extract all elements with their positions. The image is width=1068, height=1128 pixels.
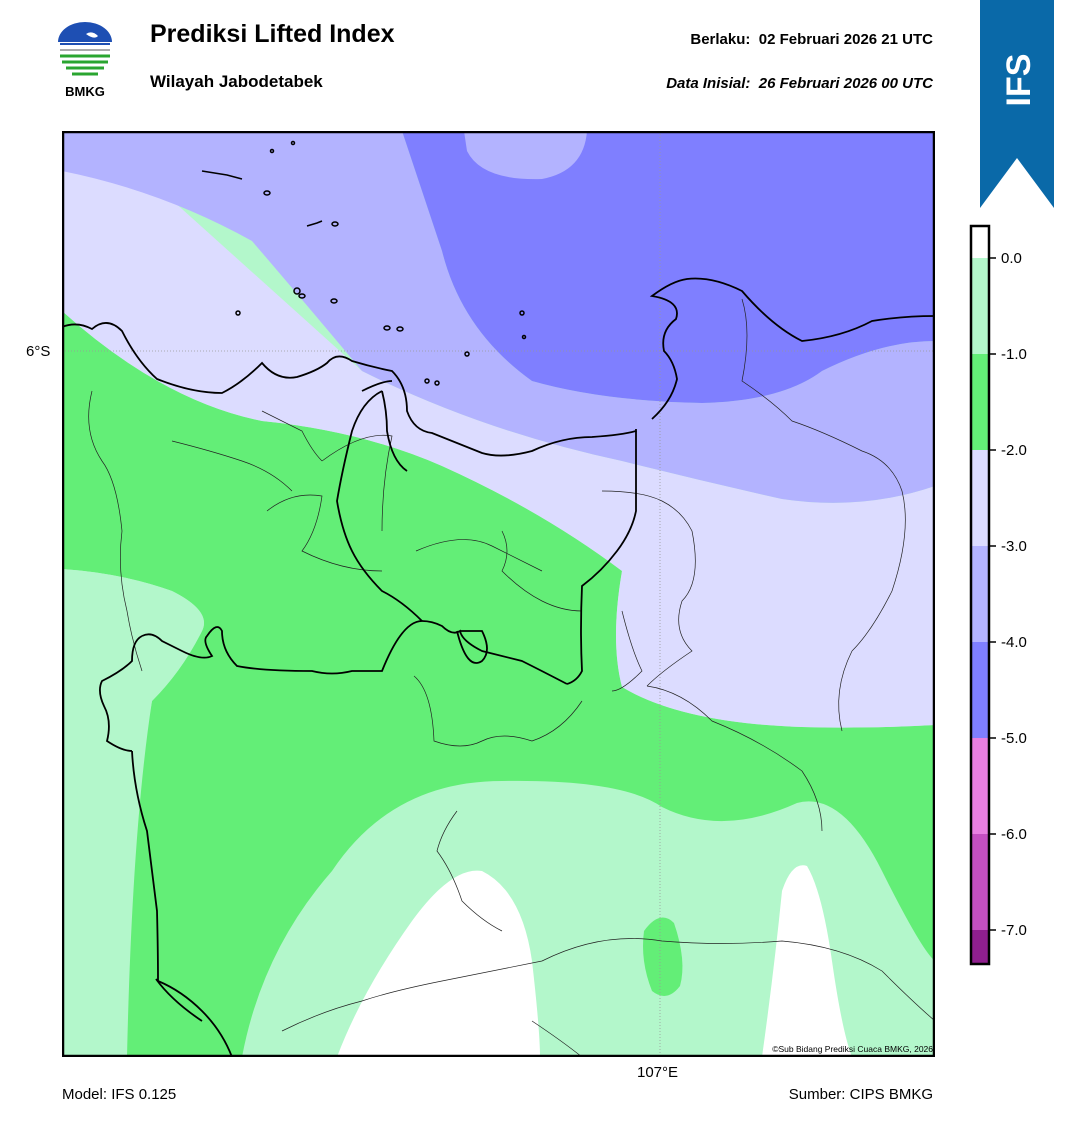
colorbar-tick-label: -6.0 xyxy=(1001,826,1027,843)
valid-value: 02 Februari 2026 21 UTC xyxy=(758,31,933,48)
colorbar-bin xyxy=(971,834,989,930)
colorbar-bin xyxy=(971,258,989,354)
colorbar-bin xyxy=(971,930,989,964)
colorbar-tick-label: 0.0 xyxy=(1001,250,1022,267)
source-info: Sumber: CIPS BMKG xyxy=(788,1086,933,1103)
lifted-index-map xyxy=(62,131,935,1057)
li-zone-minus3-to-minus4 xyxy=(62,131,935,503)
colorbar-frame xyxy=(969,224,991,966)
map-subtitle: Wilayah Jabodetabek xyxy=(150,72,323,91)
map-title: Prediksi Lifted Index xyxy=(150,20,395,48)
valid-label: Berlaku: xyxy=(690,31,751,48)
li-zone-minus3-patch xyxy=(464,131,587,180)
ifs-ribbon xyxy=(980,0,1054,208)
colorbar-tick-label: -2.0 xyxy=(1001,442,1027,459)
colorbar-cap xyxy=(971,226,989,258)
li-zone-positive-south xyxy=(337,870,540,1057)
li-zone-green-blob xyxy=(643,917,683,996)
valid-time: Berlaku: 02 Februari 2026 21 UTC xyxy=(690,31,933,48)
colorbar-bin xyxy=(971,738,989,834)
logo-text: BMKG xyxy=(65,84,105,99)
lat-label: 6°S xyxy=(26,343,51,360)
init-time: Data Inisial: 26 Februari 2026 00 UTC xyxy=(666,75,933,92)
islands xyxy=(201,140,527,386)
colorbar: 0.0 -1.0 -2.0 -3.0 -4.0 -5.0 -6.0 -7.0 xyxy=(969,224,1027,966)
coastline xyxy=(62,277,935,1057)
li-zone-west-strip xyxy=(62,569,204,1057)
li-zone-minus1-to-minus2 xyxy=(62,311,935,1057)
ifs-label-box: IFS xyxy=(1000,54,1038,107)
colorbar-tick-label: -3.0 xyxy=(1001,538,1027,555)
init-label: Data Inisial: xyxy=(666,75,751,92)
colorbar-bin xyxy=(971,354,989,450)
bmkg-logo xyxy=(58,22,112,76)
model-info: Model: IFS 0.125 xyxy=(62,1086,177,1103)
lon-label: 107°E xyxy=(637,1064,679,1081)
li-zone-positive-southeast xyxy=(762,865,852,1057)
map-frame xyxy=(62,131,935,1057)
colorbar-tick-label: -4.0 xyxy=(1001,634,1027,651)
li-zone-minus4-to-minus5 xyxy=(402,131,935,403)
copyright-note: ©Sub Bidang Prediksi Cuaca BMKG, 2026 xyxy=(772,1044,933,1054)
colorbar-bin xyxy=(971,546,989,642)
colorbar-tick-label: -1.0 xyxy=(1001,346,1027,363)
colorbar-bin xyxy=(971,450,989,546)
colorbar-tick-label: -5.0 xyxy=(1001,730,1027,747)
district-boundaries xyxy=(88,298,935,1057)
colorbar-tick-label: -7.0 xyxy=(1001,922,1027,939)
ifs-label: IFS xyxy=(1000,54,1038,107)
colorbar-bin xyxy=(971,642,989,738)
li-zone-minus2-to-minus3 xyxy=(62,171,935,728)
init-value: 26 Februari 2026 00 UTC xyxy=(758,75,933,92)
